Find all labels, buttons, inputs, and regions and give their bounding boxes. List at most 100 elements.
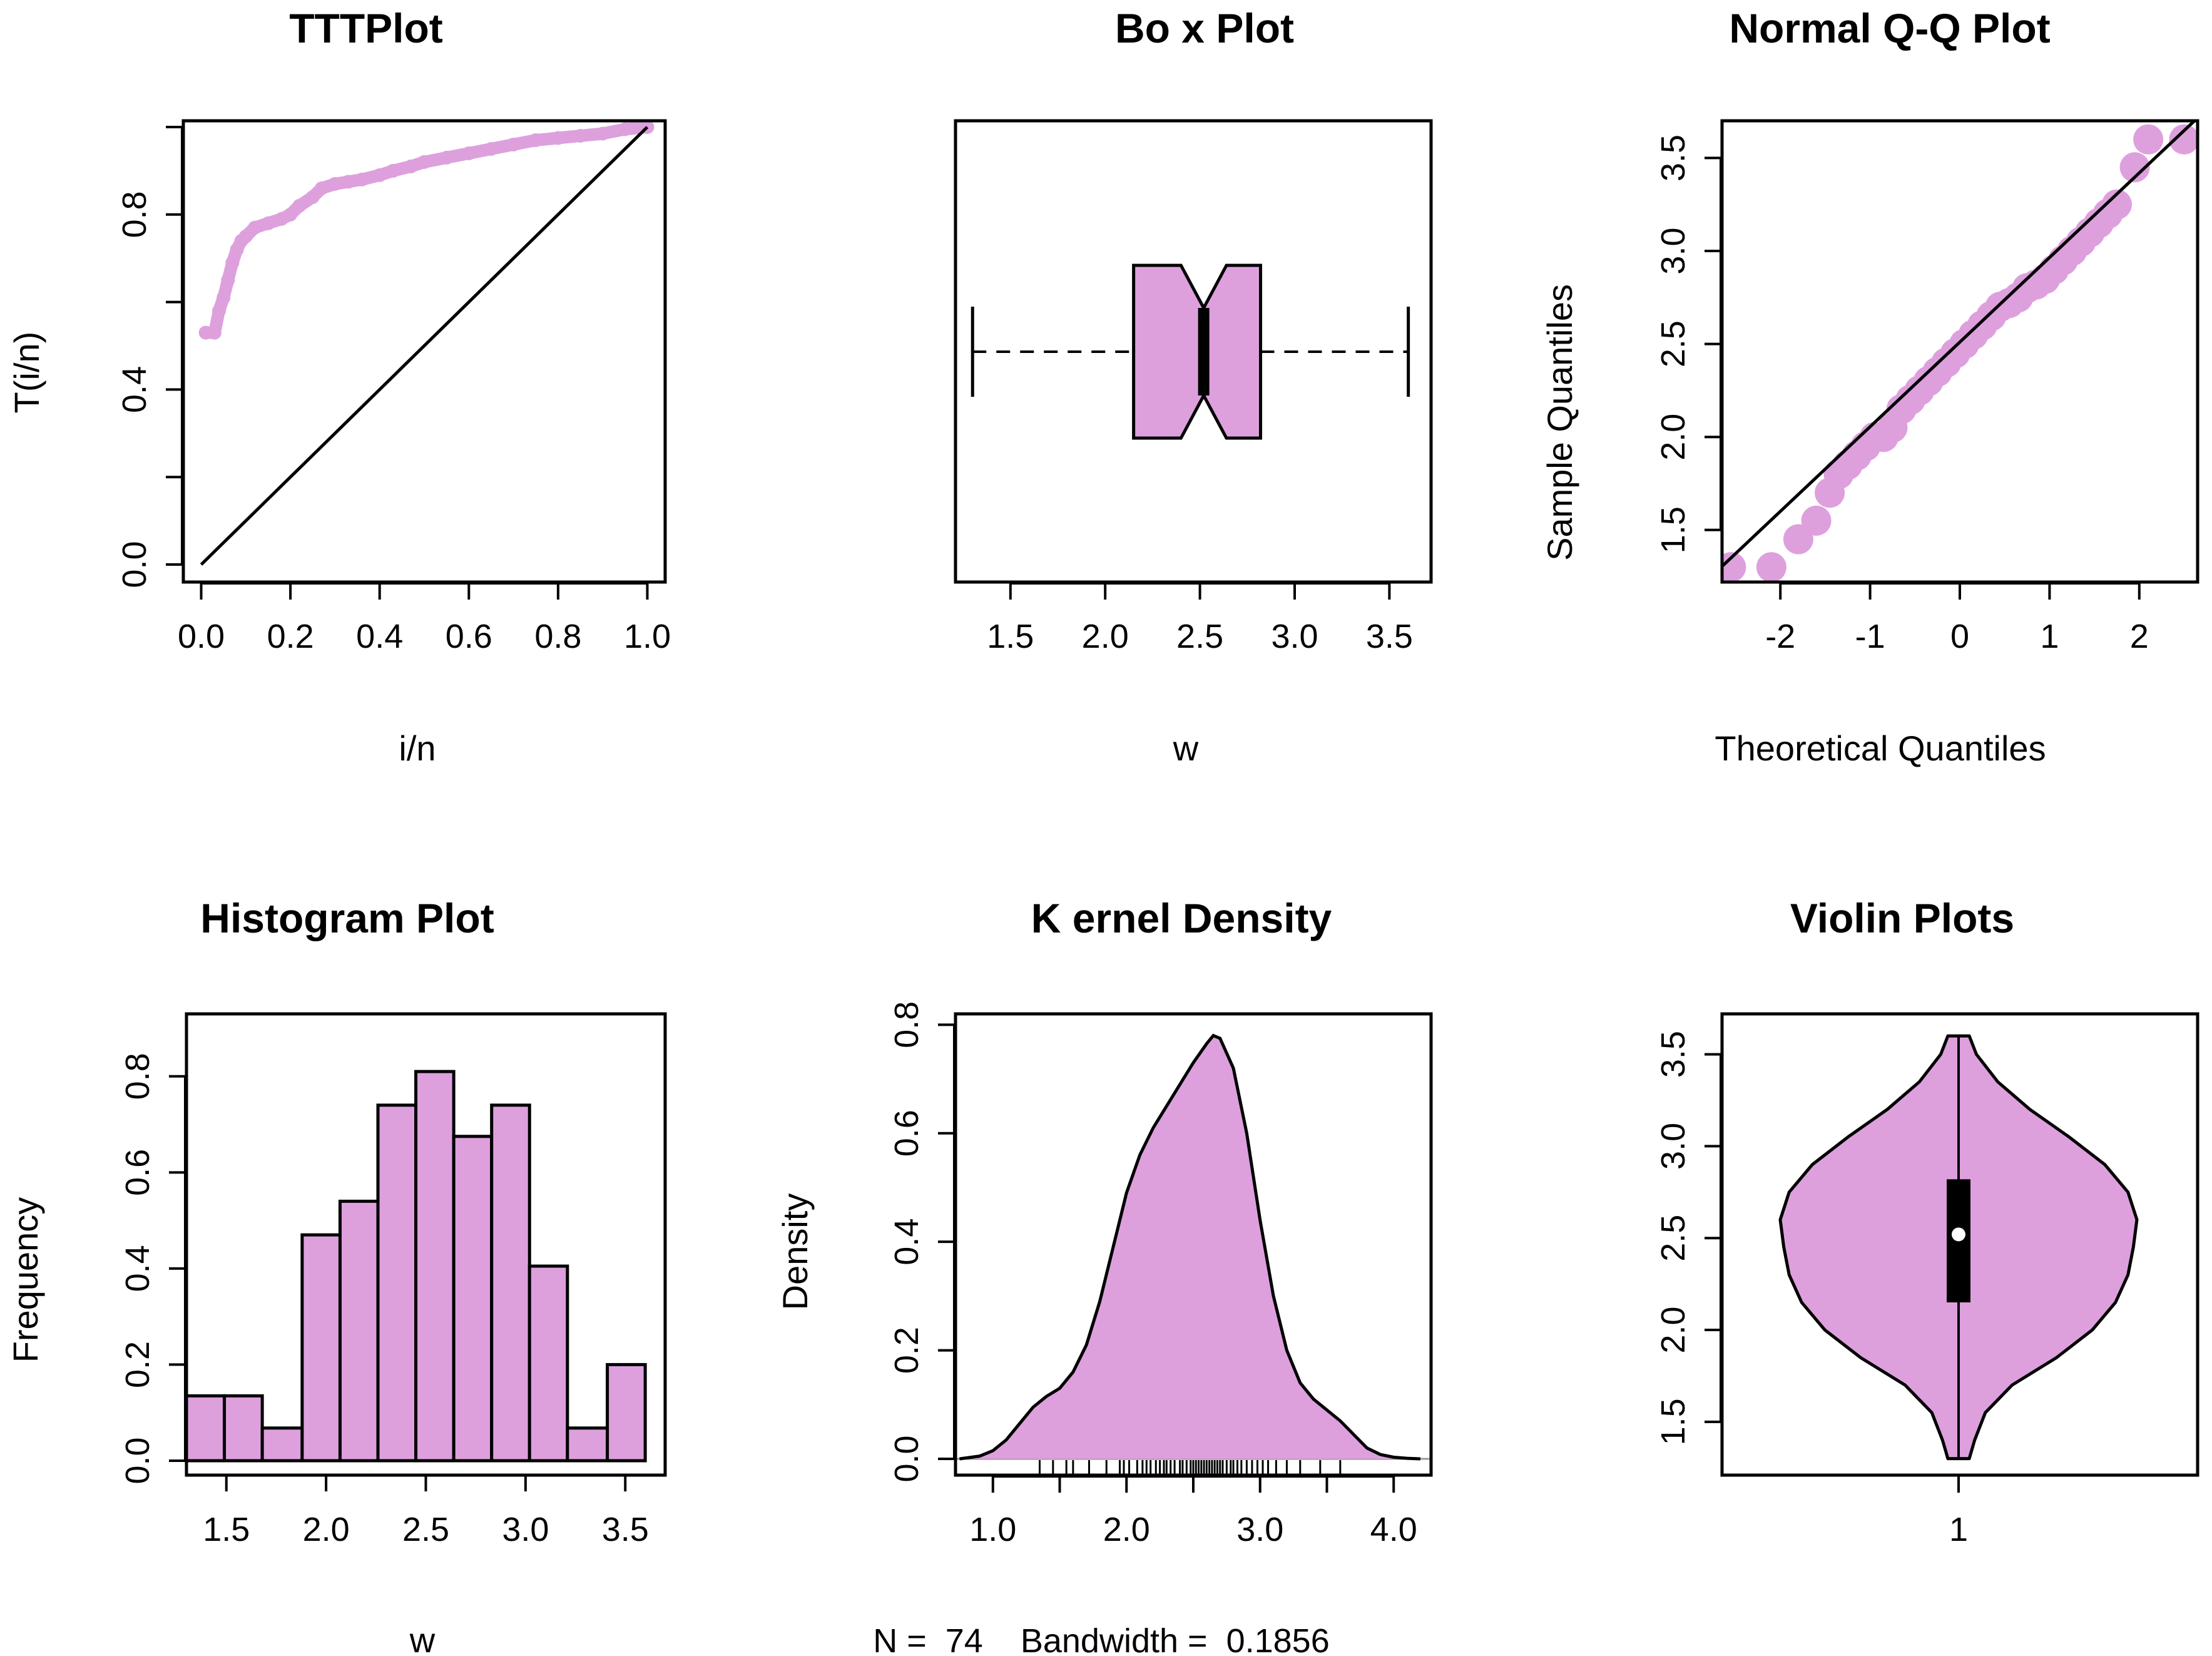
ttt-plot-ylabel: T(i/n) bbox=[7, 332, 46, 414]
violin-y-tick-label: 2.5 bbox=[1654, 1215, 1692, 1262]
ttt-point bbox=[573, 128, 588, 143]
violin-median-point bbox=[1952, 1227, 1965, 1242]
ttt-x-tick-label: 0.0 bbox=[178, 618, 225, 655]
qq-plot-marks bbox=[1722, 121, 2198, 582]
qq-point bbox=[2169, 124, 2198, 155]
histogram-bar bbox=[260, 1426, 304, 1463]
ttt-point bbox=[341, 175, 355, 189]
violin-y-tick-label: 1.5 bbox=[1654, 1398, 1692, 1445]
histogram-bar bbox=[338, 1199, 380, 1463]
violin-y-tick-label: 2.0 bbox=[1654, 1306, 1692, 1353]
qq-y-tick-label: 2.0 bbox=[1654, 414, 1692, 461]
box-x-tick-label: 2.0 bbox=[1082, 618, 1129, 655]
ttt-point bbox=[225, 255, 240, 270]
qq-y-tick-label: 3.5 bbox=[1654, 135, 1692, 181]
ttt-point bbox=[506, 137, 521, 151]
violin-y-tick-label: 3.5 bbox=[1654, 1031, 1692, 1078]
qq-plot-title: Normal Q-Q Plot bbox=[1729, 5, 2050, 51]
ttt-point bbox=[618, 122, 632, 136]
qq-reference-line bbox=[1722, 121, 2197, 568]
kde-curve bbox=[959, 1033, 1421, 1461]
box-plot-panel: Bo x Plot 1.5 2.0 2.5 3.0 3.5 w bbox=[954, 5, 1433, 768]
kde-y-tick-label: 0.8 bbox=[888, 1001, 925, 1048]
qq-plot-ticks: -2 -1 0 1 2 1.5 2.0 2.5 3.0 3.5 bbox=[1654, 135, 2149, 655]
violin-plot-ticks: 1 1.5 2.0 2.5 3.0 3.5 bbox=[1654, 1031, 1968, 1548]
ttt-point bbox=[355, 172, 369, 187]
ttt-point bbox=[292, 198, 307, 213]
violin-plot-marks bbox=[1778, 1034, 2139, 1461]
ttt-plot-ticks: 0.0 0.2 0.4 0.6 0.8 1.0 0.0 0.4 0.8 bbox=[116, 126, 671, 655]
ttt-point bbox=[404, 159, 418, 173]
histogram-ylabel: Frequency bbox=[6, 1197, 45, 1363]
qq-plot-ylabel: Sample Quantiles bbox=[1540, 284, 1579, 561]
ttt-point bbox=[462, 146, 476, 160]
ttt-point bbox=[221, 273, 235, 287]
ttt-point bbox=[551, 131, 565, 145]
violin-plot-panel: Violin Plots 1 1.5 2.0 2.5 3.0 3.5 bbox=[1654, 895, 2199, 1548]
histogram-x-tick-label: 2.5 bbox=[402, 1511, 449, 1548]
histogram-y-tick-label: 0.0 bbox=[119, 1437, 156, 1484]
histogram-x-tick-label: 2.0 bbox=[303, 1511, 350, 1548]
ttt-point bbox=[529, 133, 543, 147]
histogram-xlabel: w bbox=[409, 1620, 436, 1656]
ttt-x-tick-label: 0.4 bbox=[356, 618, 403, 655]
kernel-density-panel: K ernel Density 1.0 2.0 3.0 4.0 0.0 0.2 0.4 0.6… bbox=[775, 895, 1433, 1656]
ttt-point bbox=[417, 155, 431, 169]
histogram-bar bbox=[223, 1394, 264, 1463]
qq-x-tick-label: -2 bbox=[1765, 618, 1795, 655]
histogram-marks bbox=[185, 1070, 647, 1463]
qq-point bbox=[2119, 152, 2150, 183]
violin-y-tick-label: 3.0 bbox=[1654, 1123, 1692, 1170]
histogram-y-tick-label: 0.6 bbox=[119, 1149, 156, 1196]
histogram-bar bbox=[528, 1264, 569, 1463]
histogram-bar bbox=[606, 1362, 647, 1463]
ttt-point bbox=[238, 229, 253, 243]
ttt-point bbox=[484, 141, 498, 156]
qq-x-tick-label: 0 bbox=[1950, 618, 1969, 655]
histogram-bar bbox=[566, 1426, 609, 1463]
violin-x-tick-label: 1 bbox=[1949, 1511, 1968, 1548]
qq-x-tick-label: -1 bbox=[1855, 618, 1885, 655]
qq-point bbox=[1801, 505, 1832, 536]
ttt-point bbox=[596, 126, 610, 141]
ttt-plot-marks bbox=[198, 120, 655, 566]
histogram-x-tick-label: 3.5 bbox=[602, 1511, 649, 1548]
kernel-density-ticks: 1.0 2.0 3.0 4.0 0.0 0.2 0.4 0.6 0.8 bbox=[888, 1001, 1417, 1548]
ttt-point bbox=[261, 216, 275, 230]
ttt-diagonal-line bbox=[200, 126, 649, 566]
qq-point bbox=[1756, 552, 1786, 582]
qq-point bbox=[1783, 524, 1813, 555]
histogram-x-tick-label: 1.5 bbox=[203, 1511, 250, 1548]
qq-plot-panel: Normal Q-Q Plot -2 -1 0 1 2 1.5 2.0 2.5 3.0 3.5 T… bbox=[1540, 5, 2199, 768]
ttt-point bbox=[217, 290, 231, 305]
qq-x-tick-label: 2 bbox=[2130, 618, 2149, 655]
box-plot-ticks: 1.5 2.0 2.5 3.0 3.5 bbox=[987, 582, 1413, 655]
qq-clipped-group bbox=[1722, 121, 2198, 582]
ttt-point bbox=[305, 190, 320, 204]
histogram-bar bbox=[414, 1070, 456, 1463]
kde-x-tick-label: 1.0 bbox=[969, 1511, 1016, 1548]
ttt-point bbox=[207, 325, 222, 340]
kernel-density-xlabel: N = 74 Bandwidth = 0.1856 bbox=[873, 1622, 1330, 1656]
ttt-x-tick-label: 1.0 bbox=[624, 618, 671, 655]
qq-point bbox=[2133, 124, 2164, 155]
violin-plot-title: Violin Plots bbox=[1790, 895, 2014, 941]
kde-area bbox=[959, 1035, 1420, 1459]
box-x-tick-label: 1.5 bbox=[987, 618, 1034, 655]
kde-x-tick-label: 3.0 bbox=[1236, 1511, 1283, 1548]
kernel-density-marks bbox=[956, 1033, 1431, 1476]
ttt-point bbox=[283, 207, 298, 222]
kernel-density-title: K ernel Density bbox=[1031, 895, 1332, 941]
histogram-y-tick-label: 0.2 bbox=[119, 1341, 156, 1388]
histogram-panel: Histogram Plot 1.5 2.0 2.5 3.0 3.5 0.0 0.2 0.4 0… bbox=[6, 895, 667, 1656]
box-plot-marks bbox=[971, 263, 1410, 440]
ttt-y-tick-label: 0.8 bbox=[116, 191, 153, 238]
box-plot-xlabel: w bbox=[1173, 728, 1199, 768]
ttt-x-tick-label: 0.2 bbox=[267, 618, 314, 655]
qq-y-tick-label: 3.0 bbox=[1654, 227, 1692, 274]
kernel-density-ylabel: Density bbox=[775, 1193, 815, 1311]
histogram-bar bbox=[452, 1135, 494, 1463]
box-notched-body bbox=[1132, 263, 1262, 440]
histogram-y-tick-label: 0.4 bbox=[119, 1245, 156, 1292]
kde-y-tick-label: 0.2 bbox=[888, 1327, 925, 1374]
